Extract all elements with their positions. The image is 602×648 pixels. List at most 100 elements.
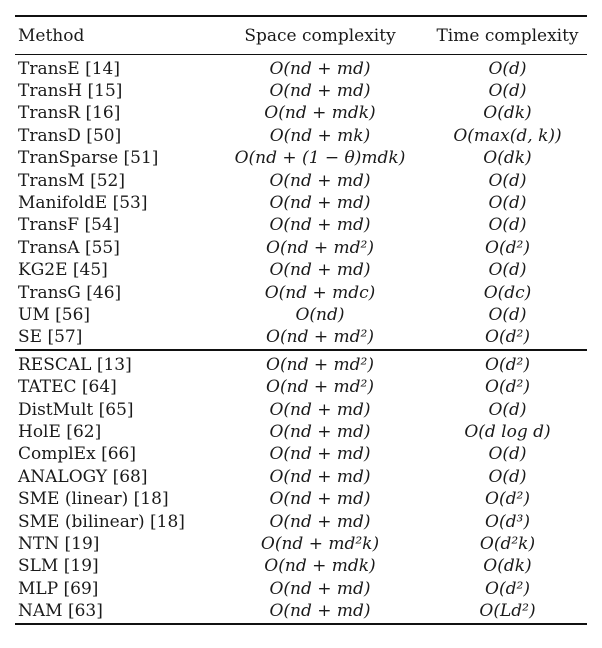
method-cell: TransF [54] — [18, 215, 120, 236]
table-row: KG2E [45] O(nd + md) O(d) — [15, 260, 587, 282]
method-cell: NAM [63] — [18, 601, 103, 622]
complexity-table-container: Method Space complexity Time complexity … — [15, 15, 587, 625]
header-method: Method — [18, 25, 85, 46]
time-complexity-cell: O(d) — [488, 260, 527, 281]
table-header: Method Space complexity Time complexity — [15, 16, 587, 55]
time-complexity-cell: O(d) — [488, 215, 527, 236]
time-complexity-cell: O(d) — [488, 170, 527, 191]
table-row: TransD [50] O(nd + mk) O(max(d, k)) — [15, 125, 587, 147]
table-row: SE [57] O(nd + md²) O(d²) — [15, 327, 587, 350]
space-complexity-cell: O(nd + md) — [269, 260, 371, 281]
method-cell: TATEC [64] — [18, 377, 117, 398]
method-cell: MLP [69] — [18, 578, 99, 599]
table-row: NTN [19] O(nd + md²k) O(d²k) — [15, 533, 587, 555]
space-complexity-cell: O(nd + (1 − θ)mdk) — [234, 148, 406, 169]
table-row: ManifoldE [53] O(nd + md) O(d) — [15, 192, 587, 214]
method-cell: TranSparse [51] — [18, 148, 159, 169]
space-complexity-cell: O(nd + md²) — [266, 354, 374, 375]
space-complexity-cell: O(nd + md²) — [266, 377, 374, 398]
space-complexity-cell: O(nd + md) — [269, 399, 371, 420]
time-complexity-cell: O(d²) — [485, 237, 530, 258]
method-cell: DistMult [65] — [18, 399, 134, 420]
table-row: ANALOGY [68] O(nd + md) O(d) — [15, 466, 587, 488]
time-complexity-cell: O(d³) — [485, 511, 530, 532]
space-complexity-cell: O(nd + md) — [269, 444, 371, 465]
header-time-complexity: Time complexity — [436, 25, 579, 46]
space-complexity-cell: O(nd + md²k) — [260, 533, 380, 554]
table-row: TATEC [64] O(nd + md²) O(d²) — [15, 376, 587, 398]
time-complexity-cell: O(d²) — [485, 578, 530, 599]
table-row: MLP [69] O(nd + md) O(d²) — [15, 578, 587, 600]
table-row: SME (linear) [18] O(nd + md) O(d²) — [15, 488, 587, 510]
semantic-matching-models-group: RESCAL [13] O(nd + md²) O(d²) TATEC [64] O(n… — [15, 350, 587, 624]
method-cell: HolE [62] — [18, 421, 102, 442]
method-cell: SME (bilinear) [18] — [18, 511, 185, 532]
space-complexity-cell: O(nd + md) — [269, 466, 371, 487]
time-complexity-cell: O(d) — [488, 466, 527, 487]
time-complexity-cell: O(d²) — [485, 327, 530, 348]
space-complexity-cell: O(nd + md) — [269, 58, 371, 79]
complexity-table: Method Space complexity Time complexity … — [15, 15, 587, 625]
table-row: TransR [16] O(nd + mdk) O(dk) — [15, 103, 587, 125]
space-complexity-cell: O(nd + md) — [269, 511, 371, 532]
time-complexity-cell: O(dk) — [483, 556, 532, 577]
method-cell: SLM [19] — [18, 556, 99, 577]
method-cell: UM [56] — [18, 304, 91, 325]
space-complexity-cell: O(nd + mdk) — [264, 556, 376, 577]
time-complexity-cell: O(d) — [488, 58, 527, 79]
space-complexity-cell: O(nd + mdk) — [264, 103, 376, 124]
table-row: HolE [62] O(nd + md) O(d log d) — [15, 421, 587, 443]
table-row: TranSparse [51] O(nd + (1 − θ)mdk) O(dk) — [15, 148, 587, 170]
table-row: NAM [63] O(nd + md) O(Ld²) — [15, 600, 587, 624]
method-cell: ManifoldE [53] — [18, 193, 148, 214]
time-complexity-cell: O(max(d, k)) — [453, 125, 562, 146]
method-cell: ANALOGY [68] — [18, 466, 148, 487]
space-complexity-cell: O(nd + md) — [269, 421, 371, 442]
space-complexity-cell: O(nd + mdc) — [264, 282, 376, 303]
time-complexity-cell: O(d) — [488, 81, 527, 102]
translational-models-group: TransE [14] O(nd + md) O(d) TransH [15] O(nd… — [15, 55, 587, 351]
table-row: UM [56] O(nd) O(d) — [15, 304, 587, 326]
time-complexity-cell: O(d) — [488, 444, 527, 465]
method-cell: KG2E [45] — [18, 260, 108, 281]
time-complexity-cell: O(d²) — [485, 354, 530, 375]
time-complexity-cell: O(d) — [488, 399, 527, 420]
table-row: SLM [19] O(nd + mdk) O(dk) — [15, 556, 587, 578]
method-cell: TransH [15] — [18, 81, 123, 102]
time-complexity-cell: O(d²k) — [479, 533, 536, 554]
method-cell: TransA [55] — [18, 237, 120, 258]
method-cell: TransE [14] — [18, 58, 120, 79]
method-cell: NTN [19] — [18, 533, 100, 554]
method-cell: TransM [52] — [18, 170, 125, 191]
time-complexity-cell: O(d log d) — [464, 421, 551, 442]
space-complexity-cell: O(nd + mk) — [269, 125, 371, 146]
method-cell: SME (linear) [18] — [18, 489, 169, 510]
time-complexity-cell: O(d) — [488, 304, 527, 325]
time-complexity-cell: O(Ld²) — [479, 601, 536, 622]
method-cell: TransD [50] — [18, 125, 122, 146]
method-cell: SE [57] — [18, 327, 83, 348]
space-complexity-cell: O(nd) — [295, 304, 345, 325]
time-complexity-cell: O(dc) — [483, 282, 532, 303]
space-complexity-cell: O(nd + md) — [269, 170, 371, 191]
space-complexity-cell: O(nd + md²) — [266, 327, 374, 348]
table-row: TransA [55] O(nd + md²) O(d²) — [15, 237, 587, 259]
time-complexity-cell: O(d²) — [485, 377, 530, 398]
header-space-complexity: Space complexity — [244, 25, 396, 46]
table-row: TransE [14] O(nd + md) O(d) — [15, 55, 587, 81]
method-cell: TransR [16] — [18, 103, 121, 124]
time-complexity-cell: O(dk) — [483, 148, 532, 169]
table-row: TransM [52] O(nd + md) O(d) — [15, 170, 587, 192]
time-complexity-cell: O(dk) — [483, 103, 532, 124]
table-row: RESCAL [13] O(nd + md²) O(d²) — [15, 350, 587, 376]
time-complexity-cell: O(d²) — [485, 489, 530, 510]
table-row: SME (bilinear) [18] O(nd + md) O(d³) — [15, 511, 587, 533]
time-complexity-cell: O(d) — [488, 193, 527, 214]
table-row: DistMult [65] O(nd + md) O(d) — [15, 399, 587, 421]
method-cell: ComplEx [66] — [18, 444, 136, 465]
space-complexity-cell: O(nd + md) — [269, 81, 371, 102]
space-complexity-cell: O(nd + md) — [269, 215, 371, 236]
method-cell: TransG [46] — [18, 282, 122, 303]
header-row: Method Space complexity Time complexity — [15, 16, 587, 55]
space-complexity-cell: O(nd + md) — [269, 489, 371, 510]
